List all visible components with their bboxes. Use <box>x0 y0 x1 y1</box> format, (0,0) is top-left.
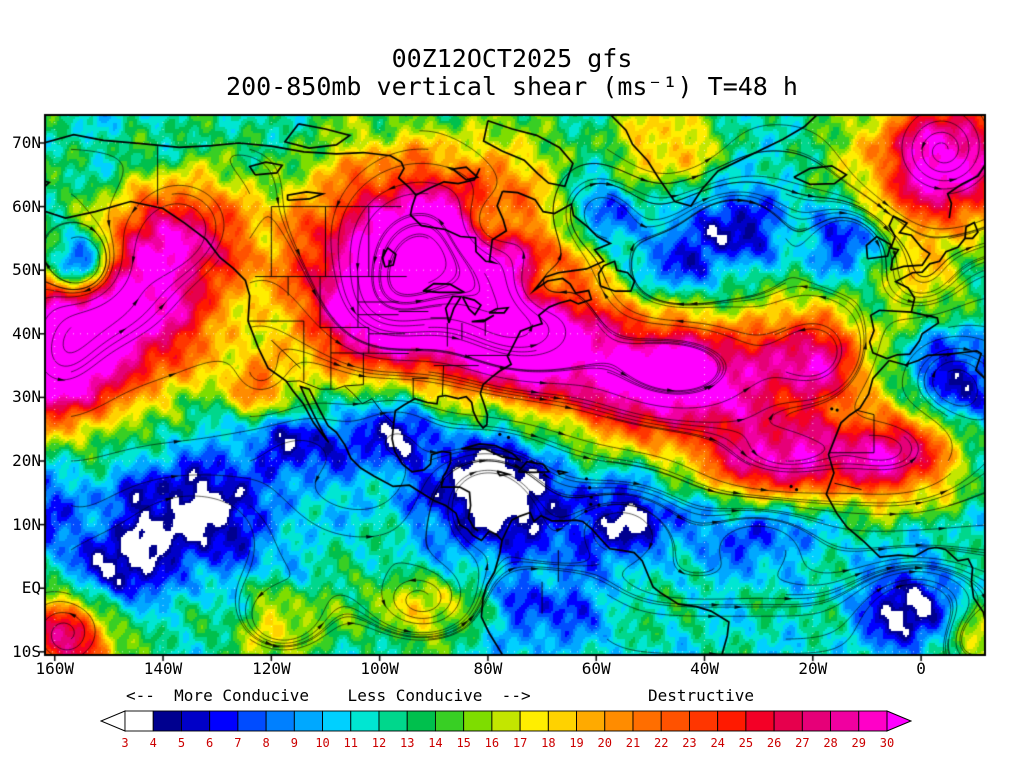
colorbar-segment <box>717 710 747 732</box>
lon-tick-label: 0 <box>916 659 926 678</box>
colorbar-tick-label: 16 <box>485 736 499 750</box>
colorbar-tick-label: 30 <box>880 736 894 750</box>
lon-tick-label: 120W <box>252 659 291 678</box>
colorbar-tick-label: 13 <box>400 736 414 750</box>
colorbar-tick-label: 29 <box>852 736 866 750</box>
colorbar-segment <box>576 710 606 732</box>
colorbar-segment <box>688 710 719 732</box>
colorbar: 3 4 5 6 7 8 9 10 11 12 13 14 15 16 17 18 19 20 21 22 23 24 25 2… <box>100 710 912 750</box>
lon-tick-label: 20W <box>798 659 828 678</box>
colorbar-tick-label: 19 <box>569 736 583 750</box>
colorbar-segment <box>209 710 239 732</box>
colorbar-segment <box>406 710 436 732</box>
colorbar-tick-label: 21 <box>626 736 640 750</box>
colorbar-segment <box>773 710 803 732</box>
colorbar-tick-label: 24 <box>710 736 724 750</box>
colorbar-tick-label: 12 <box>372 736 386 750</box>
colorbar-tick-label: 5 <box>178 736 185 750</box>
colorbar-segment <box>124 710 154 732</box>
colorbar-tick-label: 18 <box>541 736 555 750</box>
colorbar-tick-label: 7 <box>234 736 241 750</box>
colorbar-tick-label: 9 <box>291 736 298 750</box>
colorbar-segment <box>801 710 832 732</box>
lat-tick-label: 10N <box>12 514 41 534</box>
colorbar-segment <box>265 710 295 732</box>
colorbar-right-arrow <box>886 710 912 732</box>
colorbar-annotation-conducive: <-- More Conducive Less Conducive --> <box>126 686 531 705</box>
colorbar-tick-label: 6 <box>206 736 213 750</box>
colorbar-segment <box>632 710 662 732</box>
colorbar-left-arrow <box>100 710 126 732</box>
colorbar-segment <box>350 710 380 732</box>
colorbar-segment <box>463 710 493 732</box>
colorbar-segment <box>237 710 267 732</box>
colorbar-tick-label: 27 <box>795 736 809 750</box>
colorbar-segment <box>745 710 775 732</box>
colorbar-segment <box>293 710 324 732</box>
colorbar-segment <box>434 710 465 732</box>
colorbar-tick-label: 26 <box>767 736 781 750</box>
lat-tick-label: EQ <box>21 578 41 598</box>
lon-tick-label: 100W <box>360 659 399 678</box>
lat-tick-label: 50N <box>12 260 41 280</box>
lat-tick-label: 10S <box>12 641 41 661</box>
colorbar-segment <box>152 710 182 732</box>
colorbar-segment <box>491 710 521 732</box>
lat-tick-label: 40N <box>12 323 41 343</box>
colorbar-tick-label: 22 <box>654 736 668 750</box>
colorbar-segment <box>180 710 211 732</box>
lat-tick-label: 30N <box>12 387 41 407</box>
colorbar-tick-label: 20 <box>598 736 612 750</box>
colorbar-segment <box>322 710 352 732</box>
colorbar-segment <box>830 710 860 732</box>
colorbar-tick-label: 25 <box>739 736 753 750</box>
colorbar-tick-label: 14 <box>428 736 442 750</box>
lon-tick-label: 40W <box>690 659 719 678</box>
lon-tick-label: 60W <box>581 659 611 678</box>
lat-tick-label: 60N <box>12 196 41 216</box>
colorbar-segment <box>660 710 690 732</box>
colorbar-tick-label: 17 <box>513 736 527 750</box>
lon-tick-label: 160W <box>35 659 74 678</box>
colorbar-tick-label: 15 <box>456 736 470 750</box>
colorbar-tick-label: 23 <box>682 736 696 750</box>
colorbar-tick-label: 28 <box>823 736 837 750</box>
colorbar-segment <box>378 710 408 732</box>
colorbar-tick-label: 4 <box>150 736 157 750</box>
lat-tick-label: 70N <box>12 132 41 152</box>
colorbar-segment <box>519 710 549 732</box>
colorbar-tick-label: 10 <box>315 736 329 750</box>
lat-tick-label: 20N <box>12 451 41 470</box>
lon-tick-label: 80W <box>473 659 503 678</box>
colorbar-annotation-destructive: Destructive <box>648 686 754 705</box>
colorbar-tick-label: 3 <box>121 736 128 750</box>
colorbar-segment <box>547 710 578 732</box>
colorbar-tick-label: 8 <box>262 736 269 750</box>
colorbar-segment <box>858 710 888 732</box>
colorbar-tick-label: 11 <box>344 736 358 750</box>
lon-tick-label: 140W <box>143 659 183 678</box>
colorbar-segment <box>604 710 634 732</box>
